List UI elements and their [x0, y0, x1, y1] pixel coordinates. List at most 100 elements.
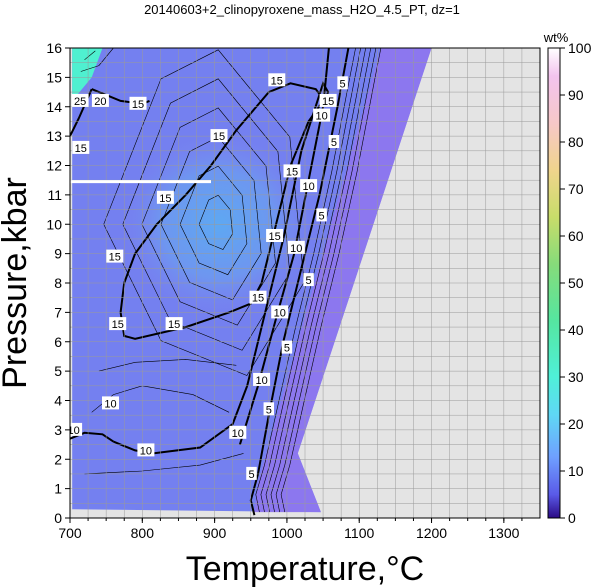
contour-label-box — [91, 93, 109, 107]
contour-label-box — [106, 249, 124, 263]
contour-label-text: 15 — [252, 293, 264, 305]
y-tick-label: 5 — [54, 363, 62, 379]
contour-label-box — [102, 396, 119, 410]
contour-label-box — [287, 240, 305, 254]
y-tick-label: 1 — [54, 481, 62, 497]
y-tick-label: 10 — [46, 216, 62, 232]
contour-label-text: 15 — [132, 99, 144, 111]
contour-label-box — [137, 443, 155, 457]
colorbar-tick-label: 20 — [568, 416, 584, 432]
y-tick-label: 3 — [54, 422, 62, 438]
contour-label-text: 10 — [315, 111, 327, 123]
contour-label-box — [313, 108, 331, 122]
contour-label: 15 — [165, 317, 183, 331]
colorbar-tick-label: 80 — [568, 134, 584, 150]
contour-label: 10 — [137, 443, 155, 457]
high-value-corner — [72, 48, 103, 101]
contour-label: 10 — [102, 396, 119, 410]
contour-label: 10 — [300, 179, 318, 193]
contour-label-text: 10 — [274, 307, 286, 319]
contour-label-text: 15 — [268, 231, 280, 243]
contour-label-text: 15 — [109, 252, 121, 264]
x-tick-label: 700 — [58, 525, 82, 541]
contour-label: 5 — [316, 208, 327, 222]
colorbar-tick-label: 0 — [568, 510, 576, 526]
contour-label-text: 15 — [159, 193, 171, 205]
y-tick-label: 8 — [54, 275, 62, 291]
x-tick-label: 1200 — [416, 525, 447, 541]
colorbar-tick-label: 50 — [568, 275, 584, 291]
contour-label-box — [72, 140, 90, 154]
contour-label-text: 25 — [74, 96, 86, 108]
colorbar-ticks: 0 10 20 30 40 50 60 70 80 90 100 — [560, 40, 592, 526]
contour-label-box — [109, 317, 127, 331]
contour-label: 10 — [313, 108, 331, 123]
contour-label: 15 — [283, 164, 301, 178]
contour-label: 15 — [268, 73, 286, 87]
contour-label: 15 — [249, 290, 267, 305]
contour-label-text: 10 — [290, 243, 302, 255]
y-axis-title: Pressure,kbar — [0, 177, 34, 389]
contour-label: 10 — [229, 425, 247, 440]
x-tick-label: 900 — [203, 525, 227, 541]
colorbar-tick-label: 10 — [568, 463, 584, 479]
minor-contour — [179, 165, 248, 276]
contour-label-box — [300, 179, 318, 193]
contour-label: 5 — [337, 76, 348, 90]
contour-label-box — [253, 372, 271, 386]
contour-label-text: 15 — [322, 96, 334, 108]
y-tick-label: 4 — [54, 393, 62, 409]
contour-label-text: 15 — [112, 319, 124, 331]
contour-label-box — [271, 305, 289, 319]
contour-label-text: 5 — [331, 137, 337, 149]
contour-label-text: 5 — [319, 210, 325, 222]
contour-label: 10 — [271, 305, 289, 319]
contour-label-text: 10 — [67, 425, 79, 437]
contour-label-text: 5 — [340, 78, 346, 90]
colorbar — [547, 47, 561, 519]
contour-label-text: 15 — [213, 131, 225, 143]
x-tick-label: 1000 — [271, 525, 302, 541]
contour-label: 10 — [67, 422, 83, 437]
contour-label: 10 — [287, 240, 305, 255]
contour-label-box — [129, 96, 147, 110]
contour-label: 15 — [72, 140, 90, 155]
contour-label-box — [303, 273, 314, 287]
contour-label-text: 15 — [271, 75, 283, 87]
plot-title: 20140603+2_clinopyroxene_mass_H2O_4.5_PT… — [144, 2, 460, 17]
contour-label: 5 — [328, 135, 340, 149]
contour-label-box — [263, 402, 275, 416]
contour-labels: 5 5 5 5 5 5 5 10 10 10 10 10 10 10 10 10 15 15 15 15 15 15 15 1… — [67, 73, 348, 481]
y-tick-label: 14 — [46, 99, 62, 115]
contour-label-box — [70, 422, 83, 436]
contour-label-box — [249, 290, 267, 304]
x-axis-ticks: 700 800 900 1000 1100 1200 1300 — [58, 518, 523, 541]
contour-label-text: 20 — [94, 96, 106, 108]
minor-contour — [141, 107, 276, 326]
contour-label-box — [328, 135, 340, 148]
contour-label-text: 15 — [168, 319, 180, 331]
colorbar-tick-label: 30 — [568, 369, 584, 385]
contour-label: 5 — [263, 402, 275, 416]
y-tick-label: 7 — [54, 304, 62, 320]
contour-label: 15 — [266, 229, 284, 243]
contour-label-text: 10 — [104, 398, 116, 410]
low-value-band — [254, 48, 432, 513]
contour-label-text: 5 — [266, 404, 272, 416]
x-tick-label: 1300 — [488, 525, 519, 541]
contour-label-box — [283, 164, 301, 178]
contour-label-text: 10 — [140, 445, 152, 457]
colorbar-title: wt% — [543, 30, 569, 45]
y-tick-label: 11 — [47, 187, 62, 203]
contour-label-text: 10 — [302, 181, 314, 193]
colorbar-tick-label: 60 — [568, 228, 584, 244]
contour-label: 15 — [129, 96, 147, 111]
contour-label-box — [156, 190, 174, 204]
x-tick-label: 1100 — [344, 525, 374, 541]
contour-label: 25 — [71, 93, 89, 108]
contour-label-text: 5 — [284, 343, 290, 355]
contour-label-text: 15 — [75, 143, 87, 155]
contour-label-text: 5 — [248, 469, 254, 481]
